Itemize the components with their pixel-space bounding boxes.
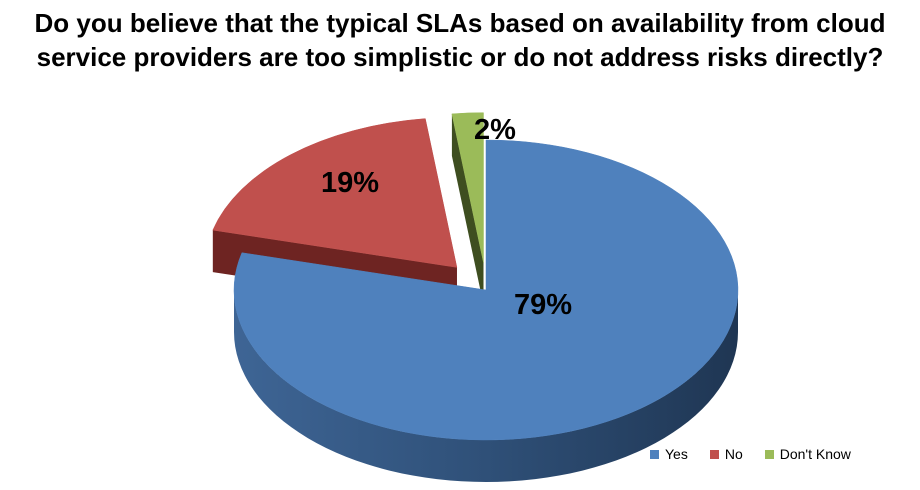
legend: Yes No Don't Know (650, 446, 851, 462)
pie-tops (212, 112, 739, 441)
chart-title: Do you believe that the typical SLAs bas… (0, 6, 920, 74)
chart-title-line-1: Do you believe that the typical SLAs bas… (34, 8, 886, 38)
slice-no (212, 118, 458, 268)
legend-label-dont-know: Don't Know (779, 446, 851, 462)
slice-dont-know (451, 112, 484, 263)
legend-entry-yes: Yes (650, 446, 688, 462)
slice-outer-wall-yes (234, 290, 738, 482)
legend-label-no: No (724, 446, 743, 462)
legend-label-yes: Yes (665, 446, 688, 462)
pie-labels: 79% 19% 2% (321, 114, 572, 321)
chart-title-line-2: service providers are too simplistic or … (36, 42, 884, 72)
slice-label-no: 19% (321, 167, 379, 199)
legend-swatch-no (709, 449, 719, 459)
legend-swatch-dont-know (764, 449, 774, 459)
legend-entry-dont-know: Don't Know (764, 446, 851, 462)
legend-swatch-yes (650, 449, 659, 459)
slice-wall-start-dont-know (451, 113, 484, 305)
slice-label-dont-know: 2% (474, 114, 516, 146)
legend-entry-no: No (709, 446, 743, 462)
slice-yes (233, 139, 739, 441)
slice-label-yes: 79% (514, 289, 572, 321)
